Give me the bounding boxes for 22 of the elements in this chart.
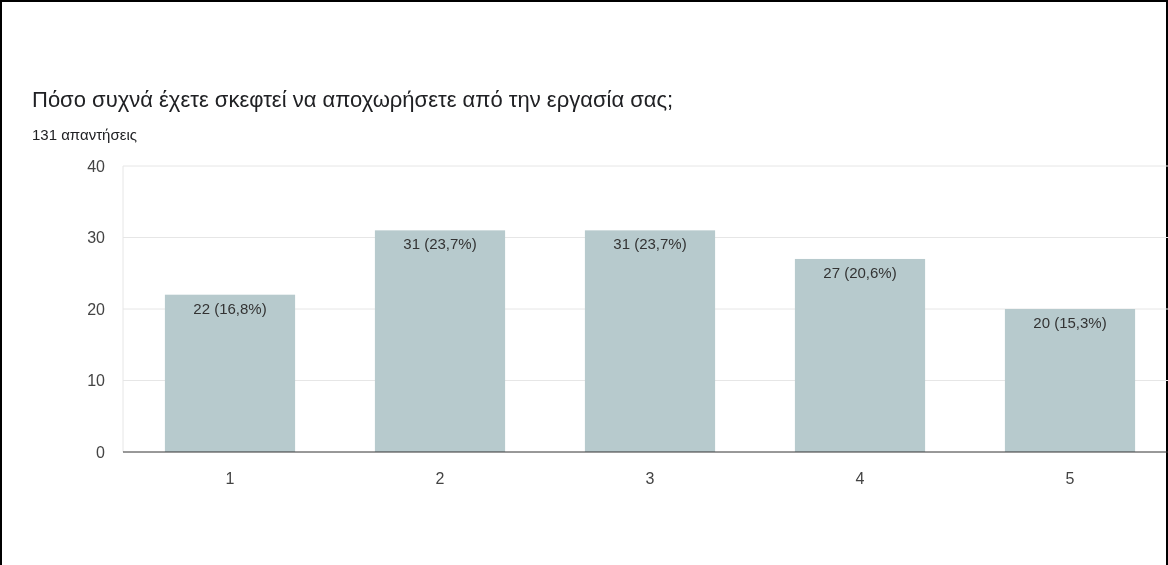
- bar: [164, 294, 296, 452]
- x-tick-label: 1: [225, 470, 235, 487]
- y-tick-label: 30: [87, 229, 106, 247]
- data-label: 31 (23,7%): [613, 235, 687, 253]
- data-label: 20 (15,3%): [1033, 314, 1107, 331]
- x-tick-label: 2: [435, 470, 445, 487]
- bar: [1004, 309, 1136, 452]
- chart-subtitle: 131 απαντήσεις: [32, 126, 137, 143]
- bar: [794, 258, 926, 452]
- y-tick-label: 10: [87, 372, 106, 390]
- bar: [584, 230, 716, 452]
- y-tick-label: 40: [87, 157, 106, 175]
- data-label: 31 (23,7%): [403, 235, 477, 253]
- y-tick-label: 0: [96, 443, 106, 461]
- chart-title: Πόσο συχνά έχετε σκεφτεί να αποχωρήσετε από την εργασία σας;: [32, 87, 674, 112]
- x-tick-label: 4: [855, 470, 865, 487]
- data-label: 22 (16,8%): [193, 299, 267, 317]
- data-label: 27 (20,6%): [823, 263, 897, 281]
- y-tick-label: 20: [87, 300, 106, 318]
- bar: [374, 230, 506, 452]
- x-tick-label: 5: [1065, 470, 1075, 487]
- x-tick-label: 3: [645, 470, 655, 487]
